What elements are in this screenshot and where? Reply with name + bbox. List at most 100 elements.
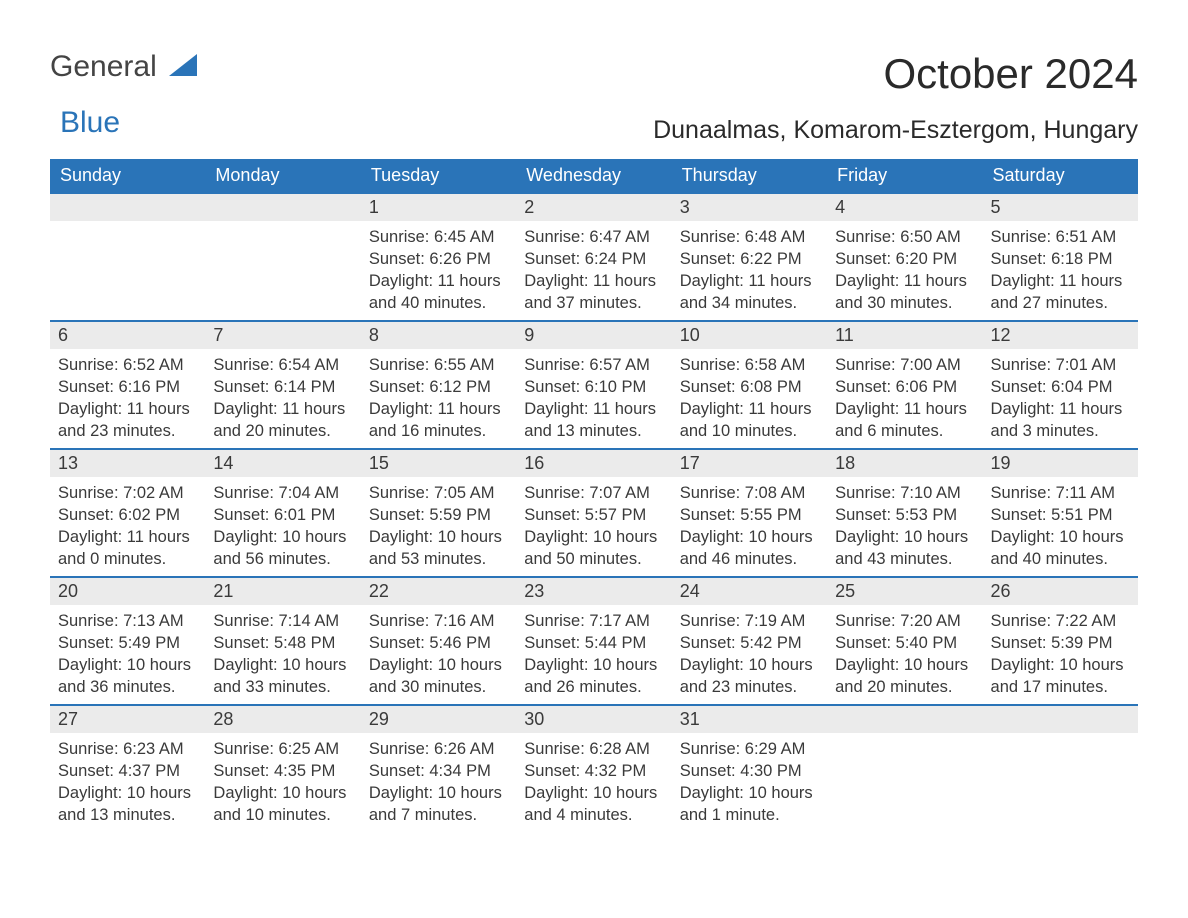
sail-icon (169, 50, 197, 84)
calendar-cell: 24Sunrise: 7:19 AMSunset: 5:42 PMDayligh… (672, 576, 827, 704)
day-details: Sunrise: 7:22 AMSunset: 5:39 PMDaylight:… (983, 605, 1138, 703)
day-number (827, 704, 982, 733)
brand-logo: General Blue (50, 50, 197, 140)
day-details: Sunrise: 7:10 AMSunset: 5:53 PMDaylight:… (827, 477, 982, 575)
sunset-line: Sunset: 6:14 PM (213, 377, 352, 398)
day-details: Sunrise: 7:16 AMSunset: 5:46 PMDaylight:… (361, 605, 516, 703)
daylight-line-2: and 20 minutes. (213, 421, 352, 442)
sunrise-line: Sunrise: 7:16 AM (369, 611, 508, 632)
daylight-line-1: Daylight: 11 hours (213, 399, 352, 420)
sunrise-line: Sunrise: 6:54 AM (213, 355, 352, 376)
sunset-line: Sunset: 6:18 PM (991, 249, 1130, 270)
sunrise-line: Sunrise: 7:11 AM (991, 483, 1130, 504)
daylight-line-2: and 1 minute. (680, 805, 819, 826)
daylight-line-1: Daylight: 11 hours (991, 271, 1130, 292)
sunrise-line: Sunrise: 6:45 AM (369, 227, 508, 248)
daylight-line-2: and 43 minutes. (835, 549, 974, 570)
calendar-cell: 29Sunrise: 6:26 AMSunset: 4:34 PMDayligh… (361, 704, 516, 832)
sunrise-line: Sunrise: 6:48 AM (680, 227, 819, 248)
sunset-line: Sunset: 5:53 PM (835, 505, 974, 526)
calendar-cell: 8Sunrise: 6:55 AMSunset: 6:12 PMDaylight… (361, 320, 516, 448)
sunset-line: Sunset: 5:49 PM (58, 633, 197, 654)
day-header: Sunday (50, 159, 205, 192)
day-number: 18 (827, 448, 982, 477)
day-header: Wednesday (516, 159, 671, 192)
daylight-line-1: Daylight: 10 hours (369, 527, 508, 548)
daylight-line-2: and 37 minutes. (524, 293, 663, 314)
daylight-line-2: and 7 minutes. (369, 805, 508, 826)
daylight-line-2: and 36 minutes. (58, 677, 197, 698)
daylight-line-1: Daylight: 10 hours (524, 783, 663, 804)
day-number (50, 192, 205, 221)
calendar-cell: 26Sunrise: 7:22 AMSunset: 5:39 PMDayligh… (983, 576, 1138, 704)
day-details: Sunrise: 6:26 AMSunset: 4:34 PMDaylight:… (361, 733, 516, 831)
day-details: Sunrise: 6:54 AMSunset: 6:14 PMDaylight:… (205, 349, 360, 447)
day-details: Sunrise: 7:17 AMSunset: 5:44 PMDaylight:… (516, 605, 671, 703)
calendar-cell: 30Sunrise: 6:28 AMSunset: 4:32 PMDayligh… (516, 704, 671, 832)
daylight-line-2: and 56 minutes. (213, 549, 352, 570)
calendar-cell: 2Sunrise: 6:47 AMSunset: 6:24 PMDaylight… (516, 192, 671, 320)
daylight-line-1: Daylight: 10 hours (524, 527, 663, 548)
sunrise-line: Sunrise: 6:52 AM (58, 355, 197, 376)
daylight-line-2: and 13 minutes. (58, 805, 197, 826)
day-number: 6 (50, 320, 205, 349)
calendar-week: 27Sunrise: 6:23 AMSunset: 4:37 PMDayligh… (50, 704, 1138, 832)
sunset-line: Sunset: 6:10 PM (524, 377, 663, 398)
daylight-line-1: Daylight: 10 hours (213, 527, 352, 548)
sunset-line: Sunset: 6:24 PM (524, 249, 663, 270)
daylight-line-2: and 0 minutes. (58, 549, 197, 570)
day-details: Sunrise: 7:08 AMSunset: 5:55 PMDaylight:… (672, 477, 827, 575)
day-details: Sunrise: 7:01 AMSunset: 6:04 PMDaylight:… (983, 349, 1138, 447)
sunrise-line: Sunrise: 6:50 AM (835, 227, 974, 248)
day-number: 2 (516, 192, 671, 221)
calendar-cell (983, 704, 1138, 832)
calendar-cell (50, 192, 205, 320)
daylight-line-2: and 26 minutes. (524, 677, 663, 698)
day-details: Sunrise: 6:28 AMSunset: 4:32 PMDaylight:… (516, 733, 671, 831)
day-number: 23 (516, 576, 671, 605)
daylight-line-1: Daylight: 10 hours (835, 655, 974, 676)
sunset-line: Sunset: 6:06 PM (835, 377, 974, 398)
sunrise-line: Sunrise: 7:22 AM (991, 611, 1130, 632)
daylight-line-1: Daylight: 10 hours (524, 655, 663, 676)
day-number: 3 (672, 192, 827, 221)
location-subtitle: Dunaalmas, Komarom-Esztergom, Hungary (653, 116, 1138, 145)
day-details: Sunrise: 7:19 AMSunset: 5:42 PMDaylight:… (672, 605, 827, 703)
day-header: Saturday (983, 159, 1138, 192)
sunrise-line: Sunrise: 7:00 AM (835, 355, 974, 376)
daylight-line-1: Daylight: 10 hours (835, 527, 974, 548)
calendar-cell: 16Sunrise: 7:07 AMSunset: 5:57 PMDayligh… (516, 448, 671, 576)
day-number: 7 (205, 320, 360, 349)
day-details: Sunrise: 6:29 AMSunset: 4:30 PMDaylight:… (672, 733, 827, 831)
calendar-cell: 25Sunrise: 7:20 AMSunset: 5:40 PMDayligh… (827, 576, 982, 704)
calendar-cell: 3Sunrise: 6:48 AMSunset: 6:22 PMDaylight… (672, 192, 827, 320)
daylight-line-2: and 40 minutes. (991, 549, 1130, 570)
calendar-cell: 15Sunrise: 7:05 AMSunset: 5:59 PMDayligh… (361, 448, 516, 576)
day-header: Tuesday (361, 159, 516, 192)
daylight-line-2: and 34 minutes. (680, 293, 819, 314)
calendar-cell: 14Sunrise: 7:04 AMSunset: 6:01 PMDayligh… (205, 448, 360, 576)
sunset-line: Sunset: 5:51 PM (991, 505, 1130, 526)
sunset-line: Sunset: 5:57 PM (524, 505, 663, 526)
daylight-line-2: and 23 minutes. (58, 421, 197, 442)
calendar-cell: 31Sunrise: 6:29 AMSunset: 4:30 PMDayligh… (672, 704, 827, 832)
calendar-cell: 27Sunrise: 6:23 AMSunset: 4:37 PMDayligh… (50, 704, 205, 832)
sunrise-line: Sunrise: 6:47 AM (524, 227, 663, 248)
daylight-line-1: Daylight: 10 hours (213, 783, 352, 804)
sunset-line: Sunset: 5:59 PM (369, 505, 508, 526)
calendar-cell (205, 192, 360, 320)
sunrise-line: Sunrise: 6:28 AM (524, 739, 663, 760)
day-details: Sunrise: 7:07 AMSunset: 5:57 PMDaylight:… (516, 477, 671, 575)
daylight-line-2: and 23 minutes. (680, 677, 819, 698)
sunset-line: Sunset: 6:08 PM (680, 377, 819, 398)
day-details: Sunrise: 7:11 AMSunset: 5:51 PMDaylight:… (983, 477, 1138, 575)
sunrise-line: Sunrise: 7:07 AM (524, 483, 663, 504)
daylight-line-2: and 27 minutes. (991, 293, 1130, 314)
day-number: 13 (50, 448, 205, 477)
daylight-line-2: and 13 minutes. (524, 421, 663, 442)
day-details: Sunrise: 6:25 AMSunset: 4:35 PMDaylight:… (205, 733, 360, 831)
sunset-line: Sunset: 5:42 PM (680, 633, 819, 654)
sunrise-line: Sunrise: 6:29 AM (680, 739, 819, 760)
calendar-cell: 9Sunrise: 6:57 AMSunset: 6:10 PMDaylight… (516, 320, 671, 448)
daylight-line-1: Daylight: 10 hours (58, 783, 197, 804)
